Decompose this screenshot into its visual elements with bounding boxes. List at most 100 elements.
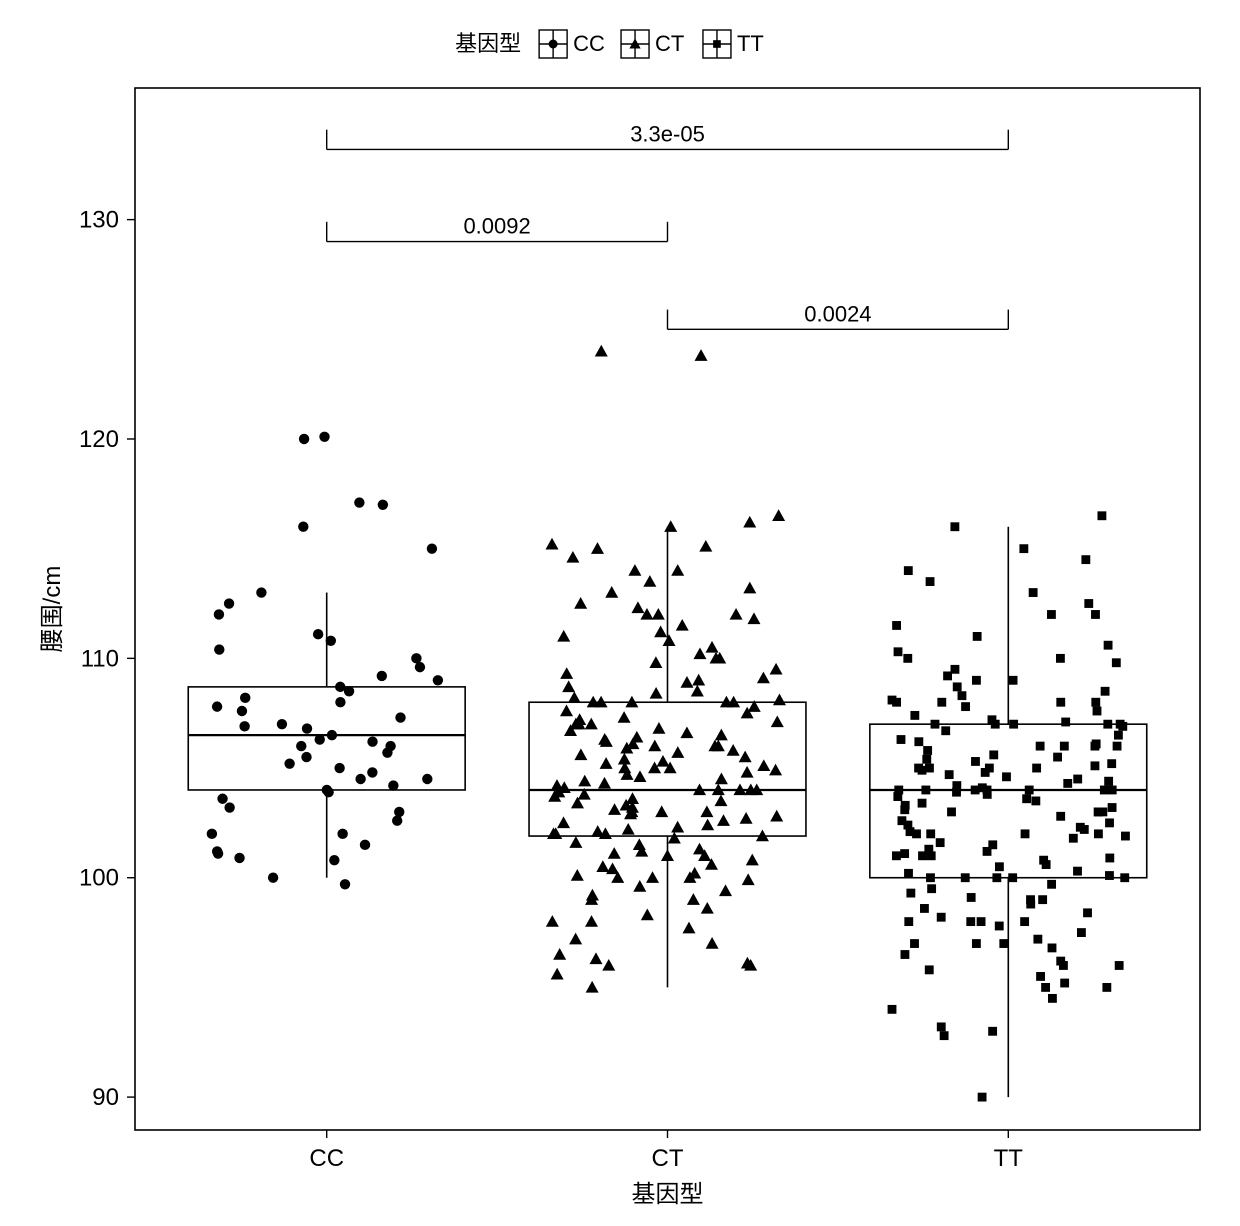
data-point xyxy=(1048,994,1057,1003)
data-point xyxy=(268,873,278,883)
data-point xyxy=(1039,856,1048,865)
data-point xyxy=(1121,832,1130,841)
data-point xyxy=(1002,772,1011,781)
data-point xyxy=(901,950,910,959)
data-point xyxy=(1008,873,1017,882)
data-point xyxy=(1073,775,1082,784)
data-point xyxy=(1032,764,1041,773)
data-point xyxy=(937,698,946,707)
data-point xyxy=(335,682,345,692)
data-point xyxy=(1105,854,1114,863)
legend-item-label: CT xyxy=(655,31,684,56)
data-point xyxy=(427,543,437,553)
data-point xyxy=(1021,829,1030,838)
boxplot-svg: 90100110120130腰围/cmCCCTTT基因型3.3e-050.009… xyxy=(0,0,1240,1226)
data-point xyxy=(302,723,312,733)
data-point xyxy=(900,849,909,858)
data-point xyxy=(367,767,377,777)
data-point xyxy=(334,763,344,773)
data-point xyxy=(212,846,222,856)
data-point xyxy=(1113,742,1122,751)
data-point xyxy=(999,939,1008,948)
data-point xyxy=(1116,720,1125,729)
legend-item-label: CC xyxy=(573,31,605,56)
data-point xyxy=(1104,777,1113,786)
data-point xyxy=(313,629,323,639)
data-point xyxy=(978,783,987,792)
data-point xyxy=(1060,742,1069,751)
data-point xyxy=(1056,698,1065,707)
data-point xyxy=(234,853,244,863)
x-tick-label: CC xyxy=(309,1145,344,1172)
data-point xyxy=(914,737,923,746)
data-point xyxy=(914,764,923,773)
data-point xyxy=(910,939,919,948)
data-point xyxy=(920,904,929,913)
data-point xyxy=(337,829,347,839)
legend-item-label: TT xyxy=(737,31,764,56)
pvalue-label: 0.0092 xyxy=(463,214,530,239)
data-point xyxy=(921,786,930,795)
data-point xyxy=(1077,928,1086,937)
data-point xyxy=(1022,794,1031,803)
data-point xyxy=(973,632,982,641)
data-point xyxy=(922,755,931,764)
data-point xyxy=(1108,803,1117,812)
data-point xyxy=(388,780,398,790)
data-point xyxy=(1115,961,1124,970)
data-point xyxy=(301,752,311,762)
data-point xyxy=(988,1027,997,1036)
data-point xyxy=(1053,753,1062,762)
data-point xyxy=(1076,823,1085,832)
y-tick-label: 90 xyxy=(92,1084,119,1111)
data-point xyxy=(1100,786,1109,795)
data-point xyxy=(1048,944,1057,953)
data-point xyxy=(894,647,903,656)
data-point xyxy=(937,913,946,922)
data-point xyxy=(335,697,345,707)
data-point xyxy=(1091,610,1100,619)
data-point xyxy=(988,840,997,849)
data-point xyxy=(360,840,370,850)
data-point xyxy=(1063,779,1072,788)
data-point xyxy=(995,922,1004,931)
data-point xyxy=(918,799,927,808)
data-point xyxy=(950,522,959,531)
data-point xyxy=(897,735,906,744)
data-point xyxy=(1056,957,1065,966)
data-point xyxy=(1104,641,1113,650)
data-point xyxy=(394,807,404,817)
data-point xyxy=(1091,698,1100,707)
data-point xyxy=(1020,917,1029,926)
data-point xyxy=(952,781,961,790)
x-tick-label: TT xyxy=(994,1145,1024,1172)
pvalue-label: 0.0024 xyxy=(804,301,871,326)
data-point xyxy=(322,785,332,795)
data-point xyxy=(1105,871,1114,880)
data-point xyxy=(1069,834,1078,843)
data-point xyxy=(925,764,934,773)
data-point xyxy=(367,737,377,747)
data-point xyxy=(340,879,350,889)
data-point xyxy=(988,715,997,724)
data-point xyxy=(936,838,945,847)
data-point xyxy=(903,654,912,663)
data-point xyxy=(212,701,222,711)
data-point xyxy=(923,746,932,755)
data-point xyxy=(214,644,224,654)
pvalue-label: 3.3e-05 xyxy=(630,121,705,146)
data-point xyxy=(355,774,365,784)
data-point xyxy=(1108,786,1117,795)
y-tick-label: 110 xyxy=(81,645,119,672)
data-point xyxy=(1026,895,1035,904)
data-point xyxy=(901,801,910,810)
data-point xyxy=(207,829,217,839)
data-point xyxy=(1091,761,1100,770)
data-point xyxy=(1047,880,1056,889)
data-point xyxy=(1114,731,1123,740)
data-point xyxy=(1009,676,1018,685)
data-point xyxy=(1033,935,1042,944)
data-point xyxy=(240,693,250,703)
data-point xyxy=(926,873,935,882)
data-point xyxy=(937,1022,946,1031)
